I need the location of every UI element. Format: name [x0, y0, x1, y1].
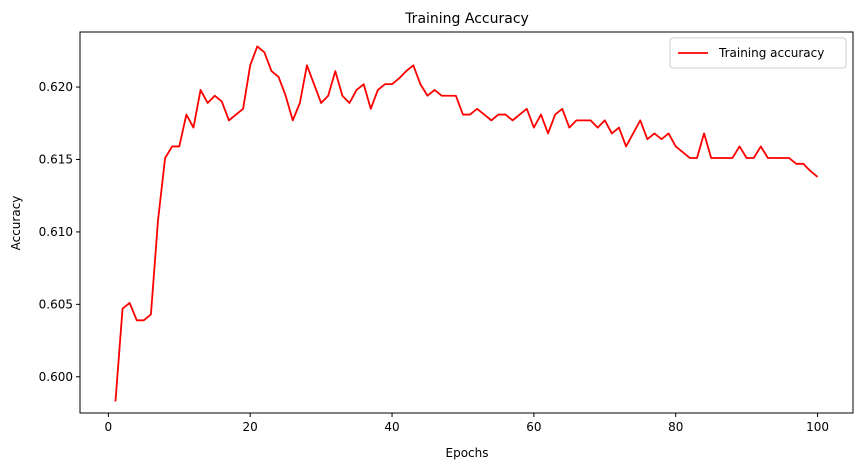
x-tick-label: 0 [105, 420, 113, 434]
legend-label: Training accuracy [718, 46, 824, 60]
x-tick-label: 20 [243, 420, 258, 434]
legend: Training accuracy [669, 37, 847, 69]
chart-title: Training Accuracy [404, 11, 529, 27]
x-tick-label: 80 [668, 420, 683, 434]
y-tick-label: 0.610 [39, 225, 73, 239]
y-axis-ticks: 0.600 0.605 0.610 0.615 0.620 [39, 80, 80, 384]
y-tick-label: 0.605 [39, 297, 73, 311]
plot-area [80, 32, 853, 413]
y-tick-label: 0.620 [39, 80, 73, 94]
y-tick-label: 0.615 [39, 152, 73, 166]
y-axis-title: Accuracy [9, 196, 23, 251]
x-axis-title: Epochs [446, 446, 489, 460]
x-tick-label: 100 [806, 420, 829, 434]
series-lines [114, 45, 819, 402]
y-tick-label: 0.600 [39, 370, 73, 384]
legend-box [669, 37, 847, 69]
x-tick-label: 40 [384, 420, 399, 434]
x-axis-ticks: 0 20 40 60 80 100 [105, 413, 829, 434]
plot-frame [79, 31, 854, 414]
series-line-training-accuracy [114, 45, 819, 402]
x-tick-label: 60 [526, 420, 541, 434]
